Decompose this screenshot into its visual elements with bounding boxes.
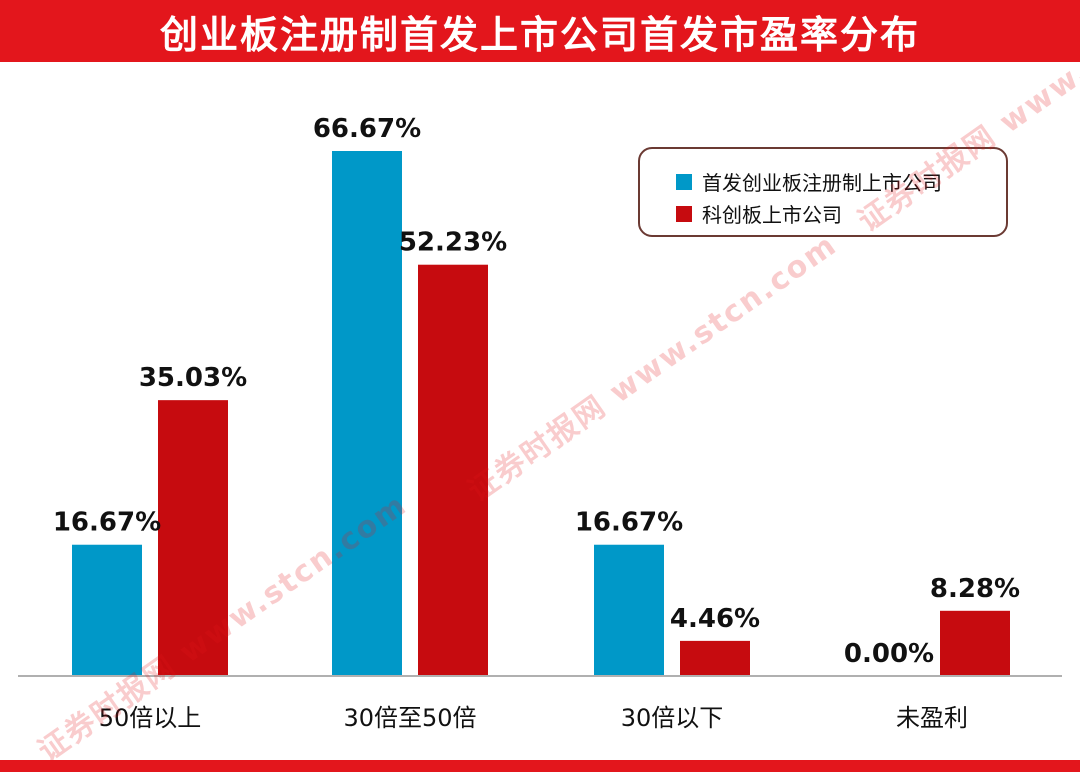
x-tick-label: 30倍以下 bbox=[621, 704, 724, 732]
bar-series-2-2 bbox=[680, 640, 750, 676]
x-tick-label: 50倍以上 bbox=[99, 704, 202, 732]
legend-swatch-blue bbox=[676, 173, 692, 190]
legend-item-series-1: 首发创业板注册制上市公司 bbox=[676, 167, 942, 196]
legend-label-series-1: 首发创业板注册制上市公司 bbox=[702, 171, 942, 195]
data-label: 16.67% bbox=[53, 508, 161, 538]
bar-series-2-1 bbox=[418, 264, 488, 676]
data-label: 4.46% bbox=[670, 604, 760, 634]
title-bar: 创业板注册制首发上市公司首发市盈率分布 bbox=[0, 0, 1080, 62]
bar-series-1-2 bbox=[594, 544, 664, 676]
legend: 首发创业板注册制上市公司 科创板上市公司 bbox=[638, 147, 1008, 237]
bars-layer bbox=[72, 151, 1010, 676]
data-label: 66.67% bbox=[313, 114, 421, 144]
labels-layer: 16.67% 35.03% 50倍以上 66.67% 52.23% 30倍至50倍 16.6… bbox=[53, 114, 1020, 732]
legend-swatch-red bbox=[676, 205, 692, 222]
legend-item-series-2: 科创板上市公司 bbox=[676, 199, 842, 228]
bar-series-1-1 bbox=[332, 151, 402, 676]
x-tick-label: 未盈利 bbox=[896, 704, 968, 732]
x-tick-label: 30倍至50倍 bbox=[343, 704, 476, 732]
legend-label-series-2: 科创板上市公司 bbox=[702, 203, 842, 227]
bar-series-2-0 bbox=[158, 400, 228, 676]
chart-title: 创业板注册制首发上市公司首发市盈率分布 bbox=[159, 12, 920, 57]
bar-series-2-3 bbox=[940, 610, 1010, 676]
data-label: 8.28% bbox=[930, 574, 1020, 604]
bottom-bar bbox=[0, 760, 1080, 772]
data-label: 35.03% bbox=[139, 363, 247, 393]
data-label: 0.00% bbox=[844, 639, 934, 669]
data-label: 16.67% bbox=[575, 508, 683, 538]
data-label: 52.23% bbox=[399, 228, 507, 258]
bar-series-1-0 bbox=[72, 544, 142, 676]
bar-chart: 16.67% 35.03% 50倍以上 66.67% 52.23% 30倍至50倍 16.6… bbox=[18, 114, 1062, 732]
